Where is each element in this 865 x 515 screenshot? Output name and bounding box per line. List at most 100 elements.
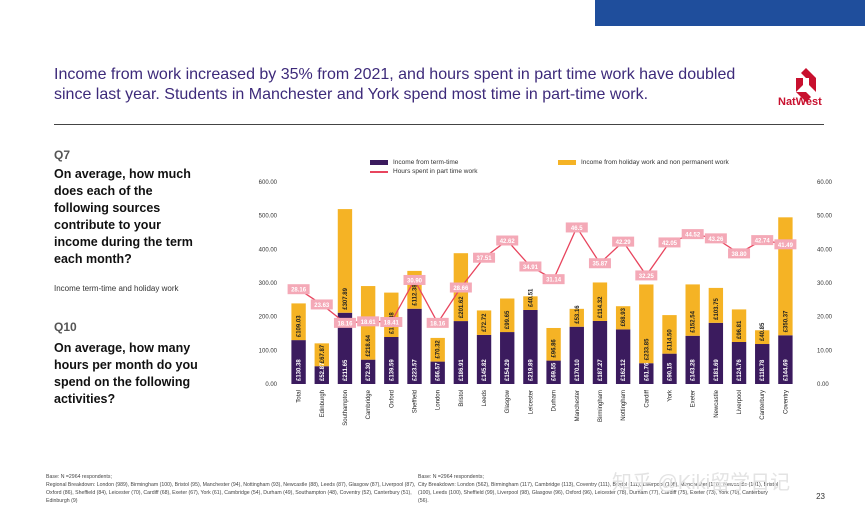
hours-value-label: 42.05 <box>662 241 678 247</box>
legend-holiday-swatch <box>558 160 576 165</box>
hours-label-bg <box>728 248 751 259</box>
x-tick-label: Cambridge <box>366 389 372 419</box>
hours-label-bg <box>310 299 333 310</box>
q10-label: Q10 <box>54 320 77 334</box>
y-right-tick-label: 0.00 <box>817 382 829 388</box>
holiday-value-label: £96.81 <box>737 320 743 339</box>
x-tick-label: Edinburgh <box>320 390 326 417</box>
q7-note: Income term-time and holiday work <box>54 284 179 293</box>
bar-term-liverpool <box>731 341 747 384</box>
legend-term-label: Income from term-time <box>393 159 459 166</box>
term-value-label: £66.57 <box>436 362 442 381</box>
y-right-tick-label: 10.00 <box>817 348 833 354</box>
hours-label-bg <box>519 261 542 272</box>
hours-value-label: 28.66 <box>453 286 469 292</box>
hours-value-label: 44.52 <box>685 233 701 239</box>
hours-label-bg <box>403 274 426 285</box>
hours-value-label: 18.61 <box>361 320 377 326</box>
holiday-value-label: £109.03 <box>297 315 303 337</box>
holiday-value-label: £53.16 <box>575 305 581 324</box>
hours-label-bg <box>542 274 565 285</box>
term-value-label: £154.29 <box>505 359 511 381</box>
x-tick-label: Exeter <box>691 390 697 407</box>
hours-value-label: 43.26 <box>708 237 724 243</box>
bar-holiday-leicester <box>523 296 538 310</box>
x-tick-label: Total <box>297 390 303 403</box>
x-tick-label: Leeds <box>482 390 488 406</box>
holiday-value-label: £114.32 <box>598 296 604 318</box>
term-value-label: £145.82 <box>482 359 488 381</box>
holiday-value-label: £201.62 <box>459 296 465 318</box>
hours-label-bg <box>565 222 588 233</box>
chart-canvas: 0.00 100.00 200.00 300.00 400.00 500.00 600.00… <box>259 180 833 426</box>
bar-term-cambridge <box>360 359 376 384</box>
holiday-value-label: £103.75 <box>714 297 720 319</box>
y-left-tick-label: 400.00 <box>259 247 278 253</box>
q7-question: On average, how much does each of the fo… <box>54 167 193 266</box>
x-tick-label: Canterbury <box>760 390 766 420</box>
term-value-label: £90.15 <box>668 362 674 381</box>
headline-divider <box>54 124 824 125</box>
term-value-label: £223.57 <box>413 359 419 381</box>
bar-term-canterbury <box>755 344 770 384</box>
y-right-tick-label: 50.00 <box>817 214 833 220</box>
hours-value-label: 32.25 <box>639 274 655 280</box>
x-tick-label: Durham <box>552 390 558 411</box>
hours-value-label: 46.5 <box>571 226 583 232</box>
legend-term: Income from term-time <box>370 159 458 166</box>
bar-term-leeds <box>476 334 492 384</box>
q7-label: Q7 <box>54 148 71 162</box>
hours-label-bg <box>774 239 797 250</box>
footer-left-text: Regional Breakdown: London (989), Birmin… <box>46 482 416 504</box>
bar-holiday-manchester <box>569 308 584 327</box>
q10-question: On average, how many hours per month do … <box>54 341 198 406</box>
footer-left: Base: N =2964 respondents; Regional Brea… <box>46 473 426 505</box>
hours-value-label: 23.63 <box>314 303 330 309</box>
holiday-value-label: £40.85 <box>760 322 766 341</box>
bar-holiday-durham <box>546 327 561 361</box>
bar-term-cardiff <box>639 363 654 384</box>
term-value-label: £72.30 <box>366 362 372 381</box>
bar-holiday-canterbury <box>755 330 770 345</box>
holiday-value-label: £40.51 <box>528 288 534 307</box>
bar-holiday-total <box>291 303 306 341</box>
bar-term-manchester <box>569 326 584 384</box>
term-value-label: £139.59 <box>389 359 395 381</box>
bar-term-southampton <box>337 312 353 384</box>
bar-term-sheffield <box>407 308 422 384</box>
footer-right-text: City Breakdown: London (562), Birmingham… <box>418 482 779 504</box>
bar-holiday-exeter <box>685 284 700 336</box>
holiday-value-label: £72.72 <box>482 313 488 332</box>
hours-value-label: 42.29 <box>616 240 632 246</box>
y-right-tick-label: 60.00 <box>817 180 833 186</box>
y-left-tick-label: 0.00 <box>265 382 277 388</box>
income-hours-chart: 0.00 100.00 200.00 300.00 400.00 500.00 600.00… <box>245 152 835 442</box>
hours-value-label: 38.80 <box>732 252 748 258</box>
term-value-label: £144.69 <box>783 359 789 381</box>
page-number: 23 <box>816 492 825 501</box>
natwest-logo-icon <box>796 68 816 102</box>
bar-holiday-southampton <box>337 209 353 313</box>
holiday-value-label: £67.87 <box>320 344 326 363</box>
x-tick-label: Oxford <box>389 390 395 408</box>
brand-name: NatWest <box>778 96 822 108</box>
bar-term-coventry <box>778 335 793 384</box>
holiday-value-label: £152.54 <box>691 310 697 332</box>
x-tick-label: Manchester <box>575 390 581 421</box>
hours-label-bg <box>357 316 380 327</box>
term-value-label: £162.12 <box>621 359 627 381</box>
page-headline: Income from work increased by 35% from 2… <box>54 66 736 103</box>
bar-term-newcastle <box>708 322 724 384</box>
hours-value-label: 31.14 <box>546 278 562 284</box>
hours-value-label: 35.87 <box>592 262 608 268</box>
term-value-label: £69.55 <box>552 362 558 381</box>
bar-term-leicester <box>523 309 538 384</box>
footer-right: Base: N =2964 respondents; City Breakdow… <box>418 473 778 505</box>
bar-term-total <box>291 340 306 384</box>
hours-value-label: 37.51 <box>477 256 493 262</box>
bar-term-durham <box>546 360 561 384</box>
bar-holiday-leeds <box>476 310 492 335</box>
hours-label-bg <box>588 258 611 269</box>
y-right-tick-label: 20.00 <box>817 315 833 321</box>
legend-holiday-label: Income from holiday work and non permane… <box>581 159 729 166</box>
